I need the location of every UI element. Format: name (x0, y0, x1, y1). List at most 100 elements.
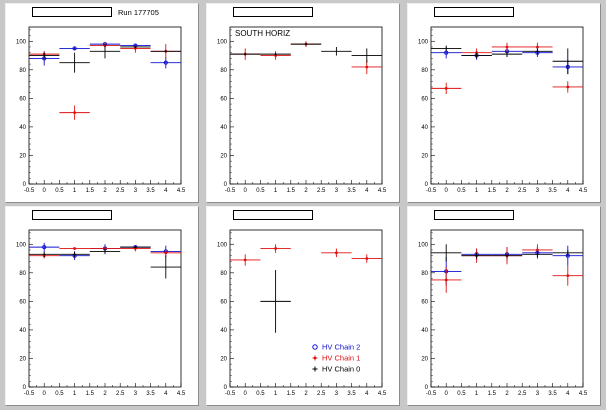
data-point-chain-0 (89, 248, 121, 255)
x-tick-label: 0 (445, 188, 449, 194)
data-point-chain-0 (59, 251, 90, 258)
plot-frame (229, 26, 383, 185)
y-tick-label: 60 (19, 299, 26, 305)
x-tick-label: 4 (566, 188, 570, 194)
chart-2: -0.5 0 0.5 1 1.5 2 2.5 3 3.5 4 4.5020406080100SOUT… (217, 26, 387, 194)
x-tick-label: 3 (134, 188, 138, 194)
data-point-chain-1 (431, 267, 462, 293)
y-tick-label: 80 (220, 271, 227, 277)
x-tick-label: 2.5 (116, 391, 125, 397)
data-point-chain-0 (290, 42, 322, 46)
data-point-chain-0 (461, 52, 492, 59)
data-point-chain-0 (431, 45, 462, 52)
chart-pad-5: -0.5 0 0.5 1 1.5 2 2.5 3 3.5 4 4.5 0 20 40 60 80 100 HV C… (206, 206, 400, 406)
x-tick-label: 0 (43, 391, 47, 397)
run-number-label: Run 177705 (118, 8, 159, 17)
data-point-chain-0 (461, 252, 492, 259)
data-point-chain-1 (351, 254, 382, 263)
data-point-chain-1 (321, 248, 352, 258)
x-tick-label: 1 (274, 391, 278, 397)
y-tick-label: 20 (19, 153, 26, 159)
data-point-chain-1 (59, 105, 90, 120)
pad-title-box (434, 210, 514, 220)
x-tick-label: 3.5 (548, 391, 557, 397)
x-tick-label: 4 (365, 391, 369, 397)
y-tick-label: 40 (19, 125, 26, 131)
y-tick-label: 80 (421, 68, 428, 74)
x-tick-label: 2 (505, 391, 509, 397)
data-point-chain-0 (431, 244, 462, 262)
data-point-chain-2 (59, 46, 90, 51)
data-point-chain-0 (491, 252, 523, 259)
x-tick-label: 1.5 (488, 188, 497, 194)
x-tick-label: 1 (475, 188, 479, 194)
legend-entry-chain-0: HV Chain 0 (312, 365, 360, 374)
x-tick-label: 4.5 (177, 391, 186, 397)
y-tick-label: 100 (217, 242, 228, 248)
pad-title-box (233, 210, 313, 220)
x-tick-label: 3 (335, 391, 339, 397)
y-tick-label: 0 (23, 385, 27, 391)
data-point-chain-2 (29, 242, 60, 252)
x-tick-label: -0.5 (24, 391, 35, 397)
data-point-chain-1 (552, 265, 583, 286)
x-tick-label: -0.5 (225, 188, 236, 194)
chart-annotation: SOUTH HORIZ (235, 29, 290, 38)
chart-pad-3: -0.5 0 0.5 1 1.5 2 2.5 3 3.5 4 4.5 0 20 40 60 80 100 (407, 3, 601, 203)
y-tick-label: 60 (19, 96, 26, 102)
y-tick-label: 20 (421, 153, 428, 159)
data-point-chain-2 (552, 245, 583, 266)
x-tick-label: 3.5 (146, 188, 155, 194)
x-tick-label: 2.5 (317, 391, 326, 397)
x-tick-label: 1.5 (287, 188, 296, 194)
data-point-chain-0 (351, 48, 382, 63)
x-tick-label: 1.5 (86, 188, 95, 194)
x-tick-label: 1 (73, 391, 77, 397)
x-tick-label: 4.5 (378, 391, 387, 397)
x-tick-label: 4 (164, 391, 168, 397)
y-tick-label: 60 (421, 299, 428, 305)
data-point-chain-0 (29, 52, 60, 59)
y-tick-label: 0 (224, 182, 228, 188)
data-point-chain-1 (491, 42, 523, 52)
y-tick-label: 100 (217, 39, 228, 45)
data-point-chain-0 (522, 48, 553, 55)
data-point-chain-0 (150, 255, 181, 279)
data-point-chain-0 (230, 52, 261, 56)
y-tick-label: 80 (19, 68, 26, 74)
x-tick-label: 4.5 (579, 391, 588, 397)
x-tick-label: 2.5 (518, 188, 527, 194)
x-tick-label: 0 (445, 391, 449, 397)
pad-title-box (434, 7, 514, 17)
data-point-chain-0 (150, 49, 181, 53)
x-tick-label: 0 (244, 391, 248, 397)
x-tick-label: 1 (73, 188, 77, 194)
x-tick-label: -0.5 (426, 391, 437, 397)
legend-label: HV Chain 2 (322, 343, 360, 352)
x-tick-label: 4 (566, 391, 570, 397)
x-tick-label: 2 (103, 391, 107, 397)
y-tick-label: 80 (421, 271, 428, 277)
pad-title-box (233, 7, 313, 17)
y-tick-label: 40 (220, 125, 227, 131)
x-tick-label: 0.5 (55, 391, 64, 397)
x-tick-label: 1.5 (86, 391, 95, 397)
chart-pad-4: -0.5 0 0.5 1 1.5 2 2.5 3 3.5 4 4.5 0 20 40 60 80 100 (5, 206, 199, 406)
y-tick-label: 100 (16, 242, 27, 248)
y-tick-label: 0 (23, 182, 27, 188)
x-tick-label: 0.5 (256, 188, 265, 194)
data-point-chain-0 (260, 269, 291, 333)
x-tick-label: 3.5 (146, 391, 155, 397)
x-tick-label: 1 (475, 391, 479, 397)
y-tick-label: 100 (418, 39, 429, 45)
legend: HV Chain 2 HV Chain 1 HV Chain 0 (312, 343, 360, 374)
y-tick-label: 40 (19, 328, 26, 334)
x-tick-label: 2 (505, 188, 509, 194)
x-tick-label: 3.5 (347, 188, 356, 194)
x-tick-label: 3 (536, 391, 540, 397)
pad-title-box (32, 210, 112, 220)
y-tick-label: 0 (224, 385, 228, 391)
